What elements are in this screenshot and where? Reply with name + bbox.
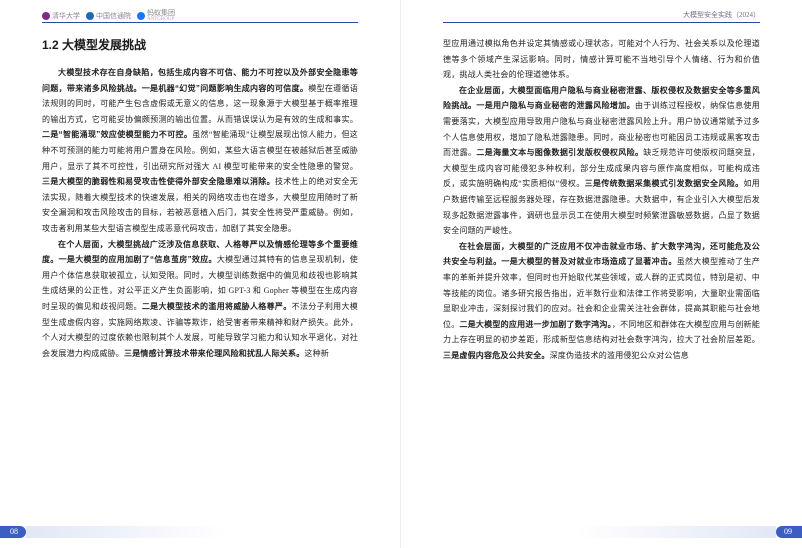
bold-run: 二是大模型的应用进一步加剧了数字鸿沟。 (459, 320, 611, 329)
logo-ant: 蚂蚁集团 ANTGROUP (137, 10, 175, 22)
page-left: 清华大学 中国信通院 蚂蚁集团 ANTGROUP 1.2 大模型发展挑战 (0, 0, 401, 548)
logo-tsinghua-text: 清华大学 (52, 11, 80, 21)
paragraph: 在个人层面，大模型挑战广泛涉及信息获取、人格尊严以及情感伦理等多个重要维度。一是… (42, 237, 358, 362)
body-text-left: 大模型技术存在自身缺陷，包括生成内容不可信、能力不可控以及外部安全隐患等问题，带… (42, 65, 358, 361)
body-text-right: 型应用通过模拟角色并设定其情感或心理状态，可能对个人行为、社会关系以及伦理道德等… (443, 36, 760, 363)
section-title: 1.2 大模型发展挑战 (42, 36, 358, 53)
logo-ant-icon (137, 12, 145, 20)
header-right: 大模型安全实践（2024） (443, 10, 760, 20)
page-number-left: 08 (0, 526, 26, 538)
continuation-paragraph: 型应用通过模拟角色并设定其情感或心理状态，可能对个人行为、社会关系以及伦理道德等… (443, 36, 760, 83)
header-rule-left (42, 22, 358, 23)
logo-ant-text: 蚂蚁集团 (147, 10, 175, 17)
text-run: 这种新 (304, 349, 329, 358)
page-spread: 清华大学 中国信通院 蚂蚁集团 ANTGROUP 1.2 大模型发展挑战 (0, 0, 802, 548)
header-left: 清华大学 中国信通院 蚂蚁集团 ANTGROUP (42, 10, 358, 22)
logo-caict-icon (86, 12, 94, 20)
bold-run: 二是“智能涌现”效应使模型能力不可控。 (42, 130, 192, 139)
bold-run: 三是大模型的脆弱性和易受攻击性使得外部安全隐患难以消除。 (42, 177, 275, 186)
section-heading: 大模型发展挑战 (62, 38, 146, 52)
bold-run: 三是虚假内容危及公共安全。 (443, 351, 550, 360)
doc-title: 大模型安全实践（2024） (683, 10, 760, 20)
text-run: 虽然大模型推动了生产率的革新并提升效率，但同时也开始取代某些领域，或人群的正式岗… (443, 257, 760, 328)
logo-caict: 中国信通院 (86, 11, 131, 21)
logo-tsinghua: 清华大学 (42, 11, 80, 21)
bold-run: 三是传统数据采集模式引发数据安全风险。 (585, 179, 744, 188)
paragraph: 在社会层面，大模型的广泛应用不仅冲击就业市场、扩大数字鸿沟，还可能危及公共安全与… (443, 239, 760, 364)
text-run: 深度伪造技术的滥用侵犯公众对公信息 (550, 351, 689, 360)
logo-caict-text: 中国信通院 (96, 11, 131, 21)
paragraph: 在企业层面，大模型面临用户隐私与商业秘密泄露、版权侵权及数据安全等多重风险挑战。… (443, 83, 760, 239)
logo-tsinghua-icon (42, 12, 50, 20)
bold-run: 三是情感计算技术带来伦理风险和扰乱人际关系。 (124, 349, 304, 358)
header-logos: 清华大学 中国信通院 蚂蚁集团 ANTGROUP (42, 10, 175, 22)
page-right: 大模型安全实践（2024） 型应用通过模拟角色并设定其情感或心理状态，可能对个人… (401, 0, 802, 548)
bold-run: 二是海量文本与图像数据引发版权侵权风险。 (476, 148, 643, 157)
paragraph: 大模型技术存在自身缺陷，包括生成内容不可信、能力不可控以及外部安全隐患等问题，带… (42, 65, 358, 237)
header-rule-right (443, 22, 760, 23)
section-number: 1.2 (42, 38, 59, 52)
bold-run: 二是大模型技术的滥用将威胁人格尊严。 (142, 302, 292, 311)
page-number-right: 09 (776, 526, 802, 538)
